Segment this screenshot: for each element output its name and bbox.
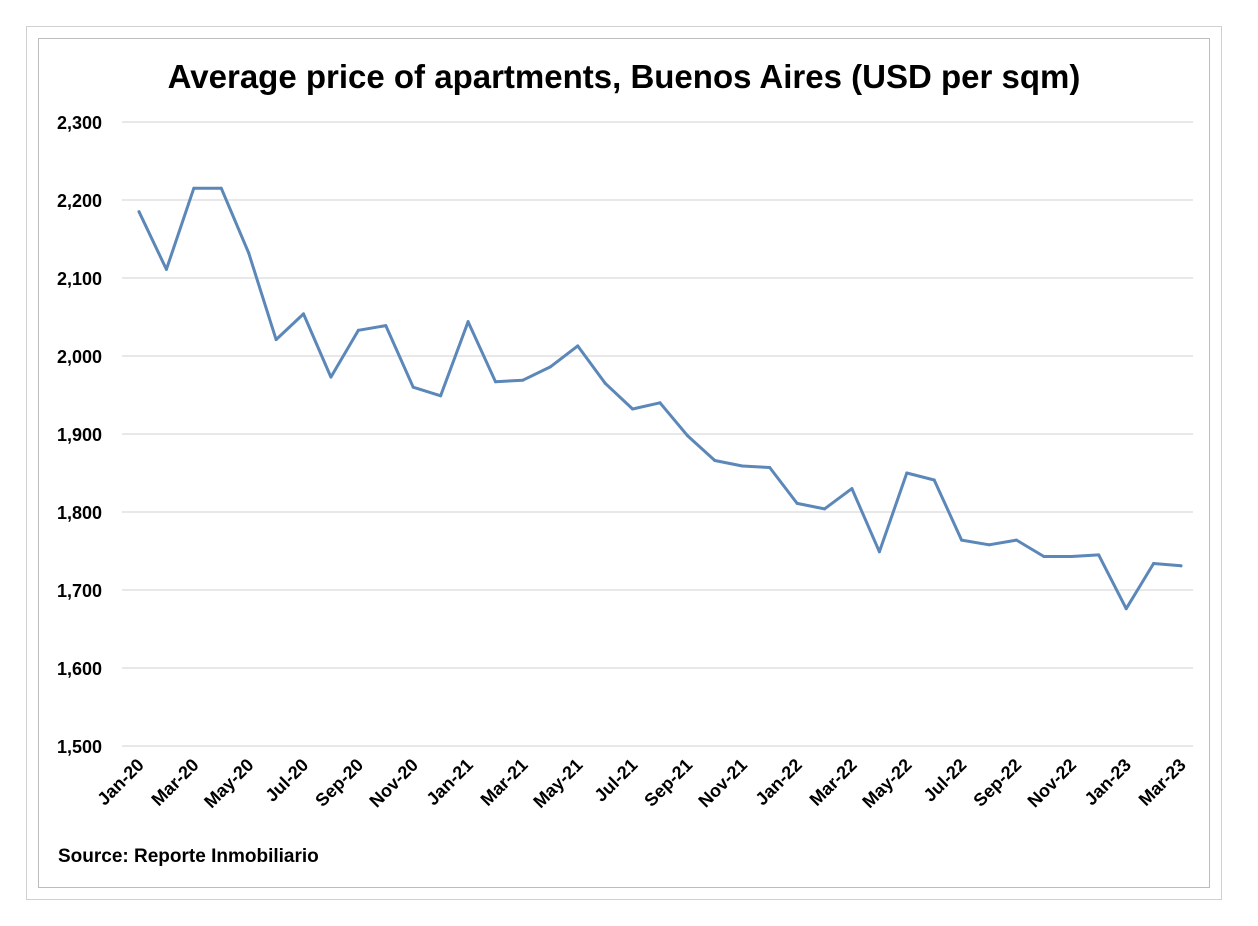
- data-point: [877, 550, 881, 554]
- gridlines: [122, 121, 1193, 747]
- data-point: [247, 251, 251, 255]
- data-point: [631, 407, 635, 411]
- data-point: [960, 538, 964, 542]
- x-tick-label: Nov-22: [1024, 755, 1081, 812]
- data-point: [137, 210, 141, 214]
- data-point: [685, 434, 689, 438]
- data-point: [1097, 553, 1101, 557]
- data-point: [493, 380, 497, 384]
- data-point: [466, 320, 470, 324]
- y-tick-label: 1,900: [57, 425, 102, 445]
- data-point: [302, 312, 306, 316]
- y-axis-ticks: 1,500 1,600 1,700 1,800 1,900 2,000 2,100 2,200…: [57, 113, 102, 757]
- data-point: [576, 344, 580, 348]
- data-point: [274, 338, 278, 342]
- data-point: [603, 381, 607, 385]
- data-point: [905, 471, 909, 475]
- data-point: [768, 466, 772, 470]
- data-point: [548, 365, 552, 369]
- x-tick-label: Jan-20: [93, 755, 147, 809]
- y-tick-label: 1,500: [57, 737, 102, 757]
- x-tick-label: Jul-22: [920, 755, 971, 806]
- x-tick-label: Jan-23: [1081, 755, 1135, 809]
- data-point: [192, 186, 196, 190]
- x-tick-label: Nov-20: [365, 755, 422, 812]
- data-point: [356, 328, 360, 332]
- x-tick-label: May-20: [200, 755, 257, 812]
- x-tick-label: Nov-21: [695, 755, 752, 812]
- x-tick-label: Mar-21: [477, 755, 532, 810]
- y-tick-label: 1,800: [57, 503, 102, 523]
- data-point: [1014, 538, 1018, 542]
- data-point: [658, 401, 662, 405]
- x-tick-label: Jan-21: [422, 755, 476, 809]
- x-tick-label: Sep-22: [969, 755, 1025, 811]
- x-tick-label: May-21: [529, 755, 586, 812]
- data-point: [384, 324, 388, 328]
- x-tick-label: May-22: [858, 755, 915, 812]
- data-point: [439, 394, 443, 398]
- x-tick-label: Jan-22: [751, 755, 805, 809]
- data-point: [1179, 564, 1183, 568]
- series-line: [137, 186, 1183, 611]
- x-tick-label: Mar-20: [147, 755, 202, 810]
- data-point: [1124, 607, 1128, 611]
- y-tick-label: 2,300: [57, 113, 102, 133]
- data-point: [795, 501, 799, 505]
- y-tick-label: 2,200: [57, 191, 102, 211]
- data-point: [411, 385, 415, 389]
- source-note: Source: Reporte Inmobiliario: [58, 846, 319, 867]
- y-tick-label: 1,700: [57, 581, 102, 601]
- data-point: [1069, 554, 1073, 558]
- data-point: [1152, 561, 1156, 565]
- data-point: [329, 375, 333, 379]
- x-tick-label: Sep-21: [640, 755, 696, 811]
- x-tick-label: Mar-23: [1135, 755, 1190, 810]
- x-tick-label: Jul-21: [590, 755, 641, 806]
- data-point: [850, 487, 854, 491]
- data-point: [164, 267, 168, 271]
- y-tick-label: 1,600: [57, 659, 102, 679]
- series-layer: [137, 186, 1183, 611]
- x-tick-label: Jul-20: [261, 755, 312, 806]
- y-tick-label: 2,100: [57, 269, 102, 289]
- data-point: [521, 378, 525, 382]
- data-point: [713, 459, 717, 463]
- data-point: [1042, 554, 1046, 558]
- data-point: [932, 478, 936, 482]
- chart-title: Average price of apartments, Buenos Aire…: [167, 58, 1081, 95]
- data-point: [987, 543, 991, 547]
- data-point: [740, 464, 744, 468]
- data-point: [823, 507, 827, 511]
- y-tick-label: 2,000: [57, 347, 102, 367]
- x-tick-label: Mar-22: [806, 755, 861, 810]
- x-tick-label: Sep-20: [311, 755, 367, 811]
- data-point: [219, 186, 223, 190]
